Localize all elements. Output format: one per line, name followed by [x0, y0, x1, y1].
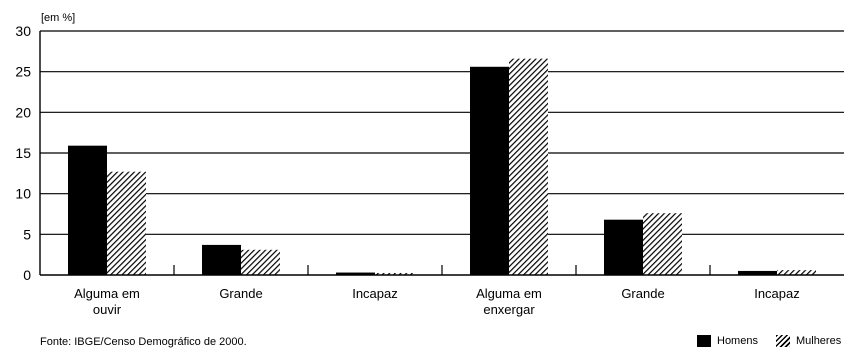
legend-swatch-hatched	[776, 335, 790, 347]
y-tick-label-30: 30	[15, 23, 31, 39]
y-tick-label-15: 15	[15, 145, 31, 161]
bar-mulheres-4	[643, 213, 682, 275]
source-note: Fonte: IBGE/Censo Demográfico de 2000.	[40, 336, 247, 348]
legend-label-homens: Homens	[717, 335, 758, 347]
bar-mulheres-3	[509, 59, 548, 275]
y-axis-ticks: 0 5 10 15 20 25 30	[15, 23, 31, 283]
y-tick-label-20: 20	[15, 104, 31, 120]
bar-homens-3	[470, 67, 509, 275]
bar-homens-0	[68, 146, 107, 275]
x-category-label-3-0: Alguma em	[476, 286, 542, 301]
bar-mulheres-5	[777, 270, 816, 275]
x-category-label-4-0: Grande	[621, 286, 664, 301]
legend-swatch-solid	[697, 335, 711, 347]
grid-lines	[40, 31, 844, 234]
y-axis-unit-label: [em %]	[41, 12, 75, 24]
bar-mulheres-1	[241, 250, 280, 275]
legend-label-mulheres: Mulheres	[796, 335, 841, 347]
bar-homens-1	[202, 245, 241, 275]
x-category-label-1-0: Grande	[219, 286, 262, 301]
y-tick-label-5: 5	[23, 226, 31, 242]
x-category-label-3-1: enxergar	[483, 302, 535, 317]
bar-mulheres-0	[107, 172, 146, 275]
x-category-label-2-0: Incapaz	[352, 286, 398, 301]
legend-item-homens: Homens	[697, 335, 758, 347]
y-tick-label-0: 0	[23, 267, 31, 283]
x-category-label-0-1: ouvir	[93, 302, 122, 317]
bars-group	[68, 59, 816, 275]
bar-homens-4	[604, 220, 643, 275]
legend-item-mulheres: Mulheres	[776, 335, 841, 347]
x-category-label-0-0: Alguma em	[74, 286, 140, 301]
legend: Homens Mulheres	[697, 335, 844, 347]
y-tick-label-10: 10	[15, 186, 31, 202]
x-category-label-5-0: Incapaz	[754, 286, 800, 301]
y-tick-label-25: 25	[15, 64, 31, 80]
